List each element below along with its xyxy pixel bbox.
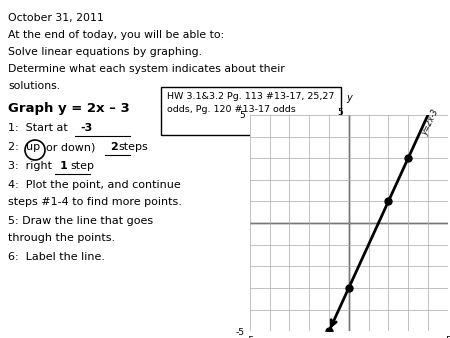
Text: At the end of today, you will be able to:: At the end of today, you will be able to…	[8, 30, 224, 40]
Text: step: step	[70, 161, 94, 171]
Text: or down): or down)	[46, 142, 95, 152]
Text: 1:  Start at: 1: Start at	[8, 123, 68, 133]
Text: 2: 2	[110, 142, 118, 152]
Text: steps #1-4 to find more points.: steps #1-4 to find more points.	[8, 197, 182, 207]
Text: -3: -3	[80, 123, 92, 133]
Text: 3:  right: 3: right	[8, 161, 52, 171]
Text: solutions.: solutions.	[8, 81, 60, 91]
Text: Graph y = 2x – 3: Graph y = 2x – 3	[8, 102, 130, 115]
Text: Solve linear equations by graphing.: Solve linear equations by graphing.	[8, 47, 202, 57]
Text: 6:  Label the line.: 6: Label the line.	[8, 252, 105, 262]
Text: steps: steps	[118, 142, 148, 152]
Text: 5: Draw the line that goes: 5: Draw the line that goes	[8, 216, 153, 226]
Text: HW 3.1&3.2 Pg. 113 #13-17, 25,27
odds, Pg. 120 #13-17 odds: HW 3.1&3.2 Pg. 113 #13-17, 25,27 odds, P…	[167, 92, 334, 114]
Text: Determine what each system indicates about their: Determine what each system indicates abo…	[8, 64, 285, 74]
Text: through the points.: through the points.	[8, 233, 115, 243]
Text: up: up	[26, 142, 40, 152]
Text: y: y	[346, 93, 351, 103]
Text: 4:  Plot the point, and continue: 4: Plot the point, and continue	[8, 180, 181, 190]
Text: 2:: 2:	[8, 142, 22, 152]
Text: 1: 1	[60, 161, 68, 171]
FancyBboxPatch shape	[161, 87, 341, 135]
Text: 5: 5	[337, 108, 343, 117]
Text: y=2x-3: y=2x-3	[420, 108, 441, 138]
Text: October 31, 2011: October 31, 2011	[8, 13, 104, 23]
